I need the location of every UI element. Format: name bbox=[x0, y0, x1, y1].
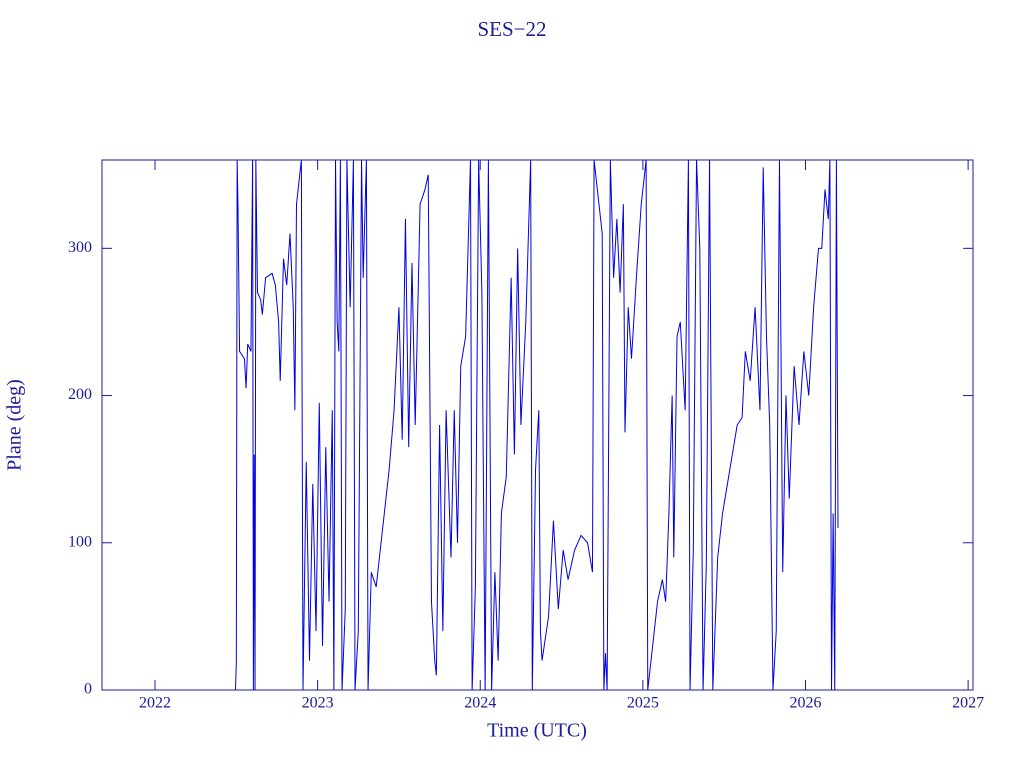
y-tick-label: 300 bbox=[68, 239, 92, 256]
y-tick-label: 0 bbox=[84, 681, 92, 698]
y-tick-label: 200 bbox=[68, 386, 92, 403]
y-axis-label: Plane (deg) bbox=[4, 379, 26, 471]
chart-title: SES−22 bbox=[477, 17, 546, 41]
x-axis-label: Time (UTC) bbox=[487, 720, 587, 742]
x-tick-label: 2023 bbox=[302, 695, 334, 712]
x-tick-label: 2025 bbox=[627, 695, 659, 712]
plot-frame bbox=[101, 159, 974, 691]
x-tick-label: 2024 bbox=[464, 695, 496, 712]
x-tick-label: 2026 bbox=[790, 695, 822, 712]
y-tick-label: 100 bbox=[68, 533, 92, 550]
x-tick-label: 2027 bbox=[952, 695, 984, 712]
x-tick-label: 2022 bbox=[139, 695, 171, 712]
data-line bbox=[235, 160, 839, 690]
